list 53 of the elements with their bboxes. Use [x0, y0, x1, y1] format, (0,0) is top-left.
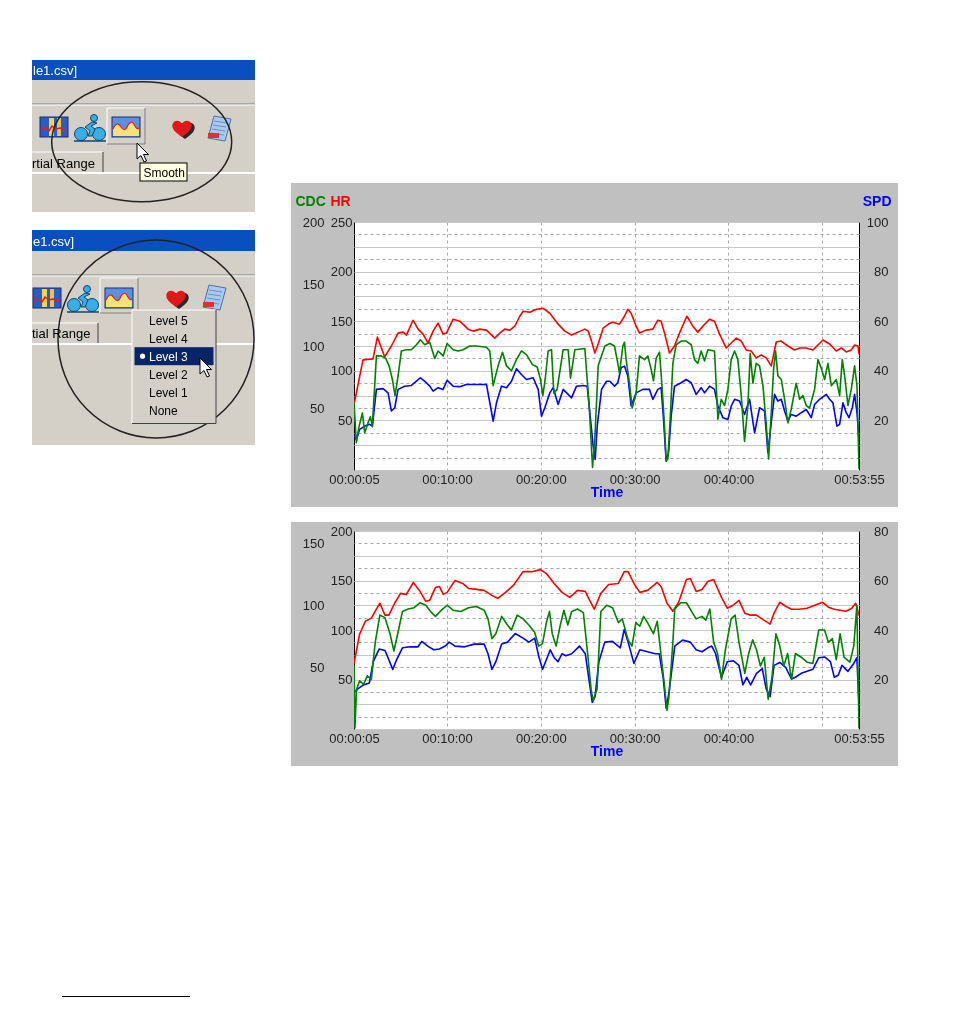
text: Level 5 — [149, 313, 189, 328]
y2-tick-label: 100 — [330, 363, 353, 379]
y-tick-label: 50 — [310, 400, 325, 416]
y3-tick-label: 60 — [874, 313, 889, 329]
y2-tick-label: 150 — [330, 573, 353, 588]
y3-tick-label: 20 — [874, 412, 889, 428]
line-series — [354, 339, 859, 470]
line-series — [354, 568, 859, 665]
y-tick-label: 100 — [302, 597, 325, 613]
line-series — [354, 628, 859, 710]
x-tick-label: 00:53:55 — [834, 730, 885, 746]
y2-tick-label: 50 — [338, 672, 353, 687]
x-tick-label: 00:40:00 — [703, 730, 755, 746]
x-tick-label: 00:00:05 — [329, 730, 380, 746]
line-series — [354, 601, 859, 729]
x-tick-label: 00:00:05 — [329, 471, 380, 487]
text: Level 4 — [149, 331, 189, 346]
y-tick-label: 100 — [302, 338, 325, 354]
x-tick-label: 00:53:55 — [834, 471, 885, 487]
text: Level 2 — [149, 367, 189, 382]
x-tick-label: 00:40:00 — [703, 471, 755, 487]
x-tick-label: 00:20:00 — [516, 730, 567, 746]
y3-tick-label: 40 — [874, 363, 889, 379]
text: rtial Range — [32, 156, 95, 171]
tooltip: Smooth — [139, 162, 188, 182]
y-tick-label: 200 — [302, 214, 325, 230]
y3-tick-label: 100 — [866, 214, 889, 230]
text: Level 1 — [149, 385, 189, 400]
text: Level 3 — [149, 349, 189, 364]
x-tick-label: 00:10:00 — [422, 471, 473, 487]
y3-tick-label: 80 — [874, 523, 889, 539]
y-tick-label: 150 — [302, 276, 325, 292]
y2-tick-label: 50 — [338, 412, 353, 428]
x-tick-label: 00:20:00 — [516, 471, 567, 487]
y-axis-title: CDC — [295, 192, 326, 209]
y-tick-label: 150 — [302, 535, 325, 551]
line-series — [354, 365, 859, 462]
x-tick-label: 00:10:00 — [422, 730, 473, 746]
y3-axis-title: SPD — [862, 192, 892, 209]
y2-axis-title: HR — [330, 192, 351, 209]
y2-tick-label: 250 — [330, 214, 353, 230]
y3-tick-label: 60 — [874, 573, 889, 588]
text: e1.csv] — [33, 234, 75, 249]
y3-tick-label: 40 — [874, 622, 889, 638]
y-tick-label: 50 — [310, 659, 325, 675]
y3-tick-label: 80 — [874, 264, 889, 280]
y2-tick-label: 100 — [330, 622, 353, 638]
y3-tick-label: 20 — [874, 672, 889, 687]
y2-tick-label: 200 — [330, 523, 353, 539]
y2-tick-label: 200 — [330, 264, 353, 280]
text: None — [149, 404, 179, 418]
text: le1.csv] — [33, 63, 78, 78]
y2-tick-label: 150 — [330, 313, 353, 329]
